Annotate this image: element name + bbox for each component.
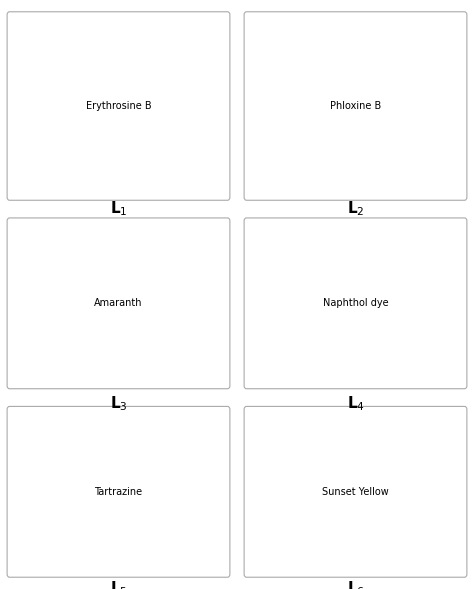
Text: Naphthol dye: Naphthol dye <box>323 299 388 308</box>
FancyBboxPatch shape <box>244 12 467 200</box>
Text: $\mathbf{L}_{4}$: $\mathbf{L}_{4}$ <box>346 394 365 413</box>
Text: $\mathbf{L}_{3}$: $\mathbf{L}_{3}$ <box>109 394 128 413</box>
Text: $\mathbf{L}_{1}$: $\mathbf{L}_{1}$ <box>109 200 128 219</box>
Text: $\mathbf{L}_{2}$: $\mathbf{L}_{2}$ <box>346 200 365 219</box>
Text: Phloxine B: Phloxine B <box>330 101 381 111</box>
Text: Sunset Yellow: Sunset Yellow <box>322 487 389 497</box>
FancyBboxPatch shape <box>244 218 467 389</box>
FancyBboxPatch shape <box>244 406 467 577</box>
Text: Amaranth: Amaranth <box>94 299 143 308</box>
Text: Tartrazine: Tartrazine <box>94 487 143 497</box>
Text: $\mathbf{L}_{5}$: $\mathbf{L}_{5}$ <box>109 580 128 589</box>
FancyBboxPatch shape <box>7 406 230 577</box>
Text: $\mathbf{L}_{6}$: $\mathbf{L}_{6}$ <box>346 580 365 589</box>
FancyBboxPatch shape <box>7 12 230 200</box>
Text: Erythrosine B: Erythrosine B <box>86 101 151 111</box>
FancyBboxPatch shape <box>7 218 230 389</box>
